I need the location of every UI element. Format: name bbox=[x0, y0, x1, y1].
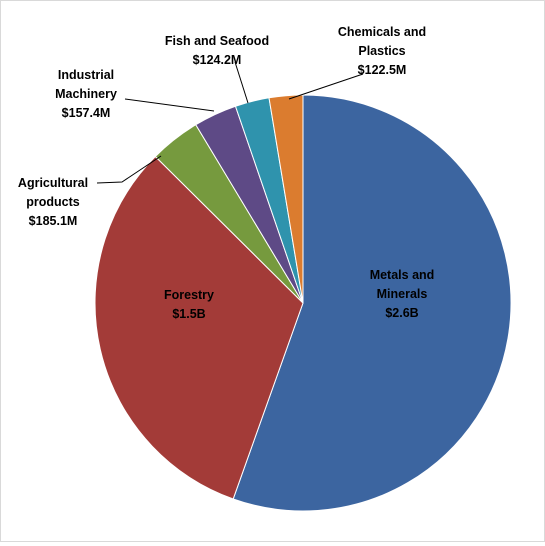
data-label-value: $122.5M bbox=[358, 63, 407, 77]
pie-slice-metals-and-minerals bbox=[232, 94, 512, 512]
pie-slices bbox=[94, 94, 512, 512]
data-label-category: Forestry bbox=[164, 288, 214, 302]
data-label-metals-and-minerals: Metals and Minerals $2.6B bbox=[370, 268, 435, 320]
data-label-category: Agricultural bbox=[18, 176, 88, 190]
data-label-value: $124.2M bbox=[193, 53, 242, 67]
pie-slice-chemicals-and-plastics bbox=[268, 94, 304, 304]
data-label-category: products bbox=[26, 195, 80, 209]
data-label-value: $157.4M bbox=[62, 106, 111, 120]
data-label-category: Fish and Seafood bbox=[165, 34, 269, 48]
data-label-value: $185.1M bbox=[29, 214, 78, 228]
data-label-category: Plastics bbox=[358, 44, 405, 58]
leader-line-chemicals-and-plastics bbox=[288, 73, 364, 100]
data-label-industrial-machinery: Industrial Machinery $157.4M bbox=[55, 68, 117, 120]
leader-line-agricultural-products bbox=[96, 155, 162, 184]
data-label-forestry: Forestry $1.5B bbox=[164, 288, 214, 321]
data-labels: Metals and Minerals $2.6B Forestry $1.5B Agri… bbox=[18, 25, 434, 321]
pie-slice-forestry bbox=[94, 155, 304, 500]
data-label-category: Metals and bbox=[370, 268, 435, 282]
leader-line-industrial-machinery bbox=[124, 98, 215, 112]
data-label-category: Industrial bbox=[58, 68, 114, 82]
data-label-category: Machinery bbox=[55, 87, 117, 101]
data-label-agricultural-products: Agricultural products $185.1M bbox=[18, 176, 88, 228]
data-label-value: $1.5B bbox=[172, 307, 205, 321]
data-label-fish-and-seafood: Fish and Seafood $124.2M bbox=[165, 34, 269, 67]
data-label-category: Chemicals and bbox=[338, 25, 426, 39]
data-label-chemicals-and-plastics: Chemicals and Plastics $122.5M bbox=[338, 25, 426, 77]
data-label-category: Minerals bbox=[377, 287, 428, 301]
data-label-value: $2.6B bbox=[385, 306, 418, 320]
leader-line-fish-and-seafood bbox=[234, 61, 249, 104]
